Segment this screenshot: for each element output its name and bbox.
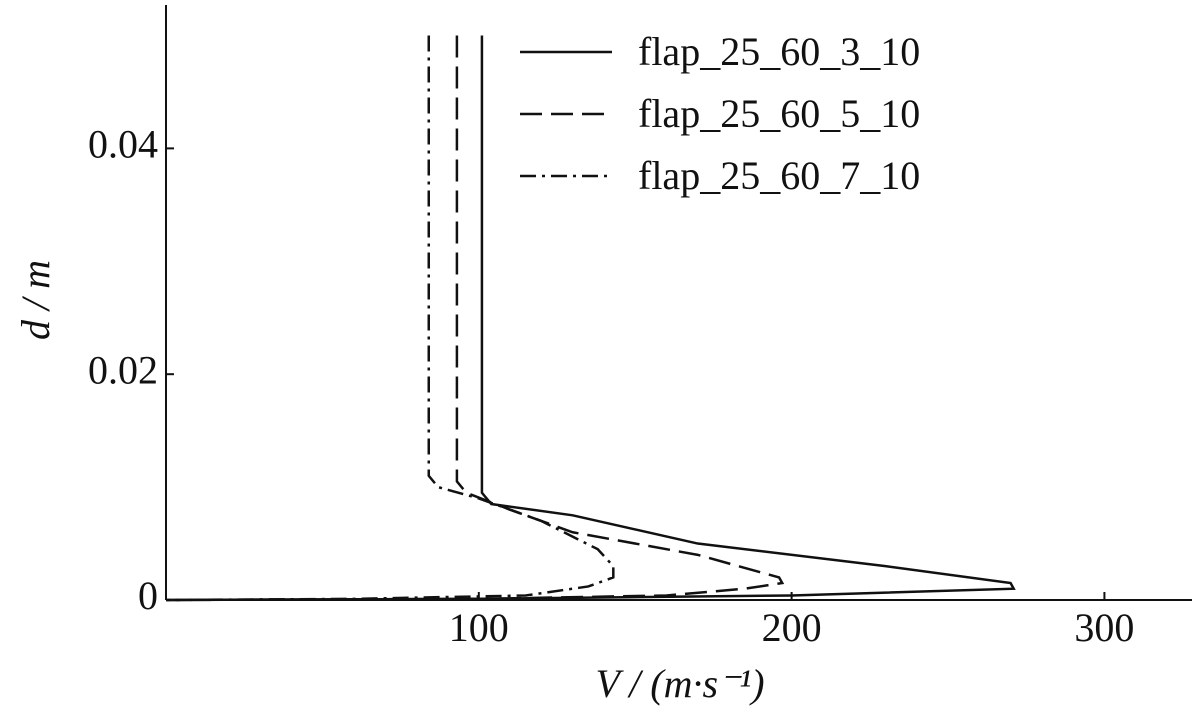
x-tick-label: 300 <box>1074 605 1134 650</box>
y-tick-label: 0 <box>138 573 158 618</box>
legend-label: flap_25_60_7_10 <box>638 153 920 198</box>
y-tick-label: 0.04 <box>88 122 158 167</box>
x-tick-label: 100 <box>449 605 509 650</box>
x-axis-label: V / (m·s⁻¹) <box>595 661 764 706</box>
legend-label: flap_25_60_5_10 <box>638 91 920 136</box>
x-tick-label: 200 <box>762 605 822 650</box>
y-tick-label: 0.02 <box>88 347 158 392</box>
y-axis-label: d / m <box>13 260 58 340</box>
series-line <box>165 35 785 602</box>
legend-label: flap_25_60_3_10 <box>638 29 920 74</box>
series-line <box>165 35 615 602</box>
